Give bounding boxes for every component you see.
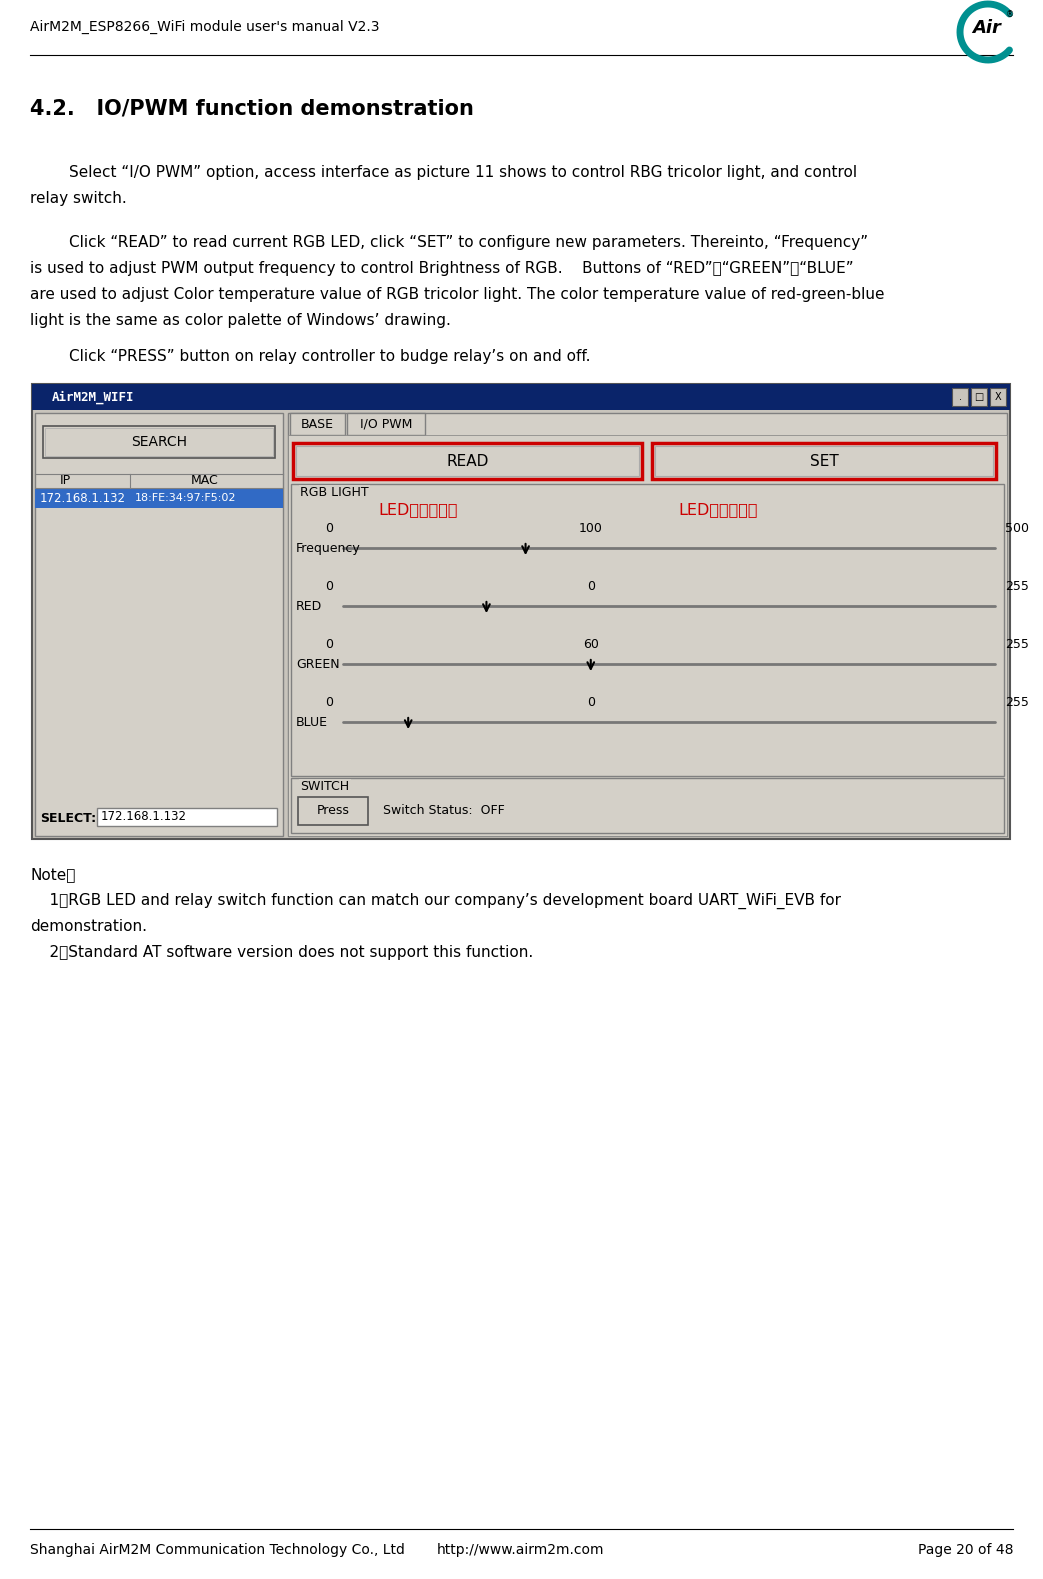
Text: 255: 255 [1005,579,1028,594]
Bar [35,488,283,508]
Text: 2）Standard AT software version does not support this function.: 2）Standard AT software version does not … [30,944,533,960]
Bar [291,778,1004,834]
Text: Shanghai AirM2M Communication Technology Co., Ltd: Shanghai AirM2M Communication Technology… [30,1543,405,1557]
Text: 1）RGB LED and relay switch function can match our company’s development board UA: 1）RGB LED and relay switch function can … [30,894,841,910]
Text: is used to adjust PWM output frequency to control Brightness of RGB.    Buttons : is used to adjust PWM output frequency t… [30,261,853,276]
Text: Click “PRESS” button on relay controller to budge relay’s on and off.: Click “PRESS” button on relay controller… [30,349,590,365]
Bar [288,434,1006,835]
Bar [288,414,1006,835]
Text: are used to adjust Color temperature value of RGB tricolor light. The color temp: are used to adjust Color temperature val… [30,287,884,302]
Text: IP: IP [59,475,71,488]
Text: 255: 255 [1005,696,1028,709]
Text: http://www.airm2m.com: http://www.airm2m.com [437,1543,605,1557]
Text: 60: 60 [583,638,599,651]
Text: BASE: BASE [300,417,334,431]
Bar [32,384,1010,411]
Bar [298,797,368,824]
Text: RED: RED [296,600,322,613]
Bar [45,428,273,456]
Text: 0: 0 [587,696,595,709]
Text: X: X [995,392,1001,403]
Bar [347,414,425,434]
Text: demonstration.: demonstration. [30,919,147,935]
Text: 0: 0 [325,579,333,594]
Text: LED灯参数读取: LED灯参数读取 [378,502,458,516]
Text: MAC: MAC [191,475,219,488]
Bar [290,414,345,434]
Text: 100: 100 [579,523,603,535]
Text: READ: READ [446,453,489,469]
Text: SWITCH: SWITCH [300,780,349,793]
Bar [296,445,639,475]
Text: RGB LIGHT: RGB LIGHT [300,486,368,499]
Text: SET: SET [809,453,839,469]
Text: Frequency: Frequency [296,542,361,554]
Text: SELECT:: SELECT: [40,813,96,826]
Bar [32,384,1010,838]
Text: 0: 0 [325,638,333,651]
Text: I/O PWM: I/O PWM [360,417,412,431]
Bar [655,445,993,475]
Text: AirM2M_WIFI: AirM2M_WIFI [52,390,135,404]
Bar [97,808,277,826]
Text: GREEN: GREEN [296,658,340,671]
Bar [43,426,275,458]
Text: LED灯参数设置: LED灯参数设置 [678,502,757,516]
Bar [293,444,642,478]
Text: relay switch.: relay switch. [30,191,127,205]
Text: Switch Status:  OFF: Switch Status: OFF [383,804,505,818]
Text: AirM2M_ESP8266_WiFi module user's manual V2.3: AirM2M_ESP8266_WiFi module user's manual… [30,21,380,35]
Bar [652,444,996,478]
Bar [952,388,968,406]
Text: SEARCH: SEARCH [131,434,187,448]
Text: □: □ [974,392,984,403]
Text: Click “READ” to read current RGB LED, click “SET” to configure new parameters. T: Click “READ” to read current RGB LED, cl… [30,235,868,249]
Text: 255: 255 [1005,638,1028,651]
Bar [971,388,987,406]
Bar [990,388,1006,406]
Text: 172.168.1.132: 172.168.1.132 [40,491,126,505]
Text: ®: ® [1006,11,1014,19]
Text: Air: Air [77,662,200,734]
Text: 500: 500 [1005,523,1029,535]
Text: 0: 0 [325,696,333,709]
Text: 0: 0 [587,579,595,594]
Text: .: . [959,392,962,403]
Text: Press: Press [317,804,349,818]
Text: Select “I/O PWM” option, access interface as picture 11 shows to control RBG tri: Select “I/O PWM” option, access interfac… [30,164,857,180]
Text: 172.168.1.132: 172.168.1.132 [101,810,187,824]
Text: 4.2.   IO/PWM function demonstration: 4.2. IO/PWM function demonstration [30,98,474,118]
Text: 0: 0 [325,523,333,535]
Text: Air: Air [972,19,1001,36]
Bar [291,485,1004,775]
Text: Page 20 of 48: Page 20 of 48 [918,1543,1013,1557]
Text: Note：: Note： [30,867,75,883]
Text: 18:FE:34:97:F5:02: 18:FE:34:97:F5:02 [135,493,237,504]
Bar [35,414,283,835]
Text: BLUE: BLUE [296,715,328,729]
Text: light is the same as color palette of Windows’ drawing.: light is the same as color palette of Wi… [30,313,451,328]
